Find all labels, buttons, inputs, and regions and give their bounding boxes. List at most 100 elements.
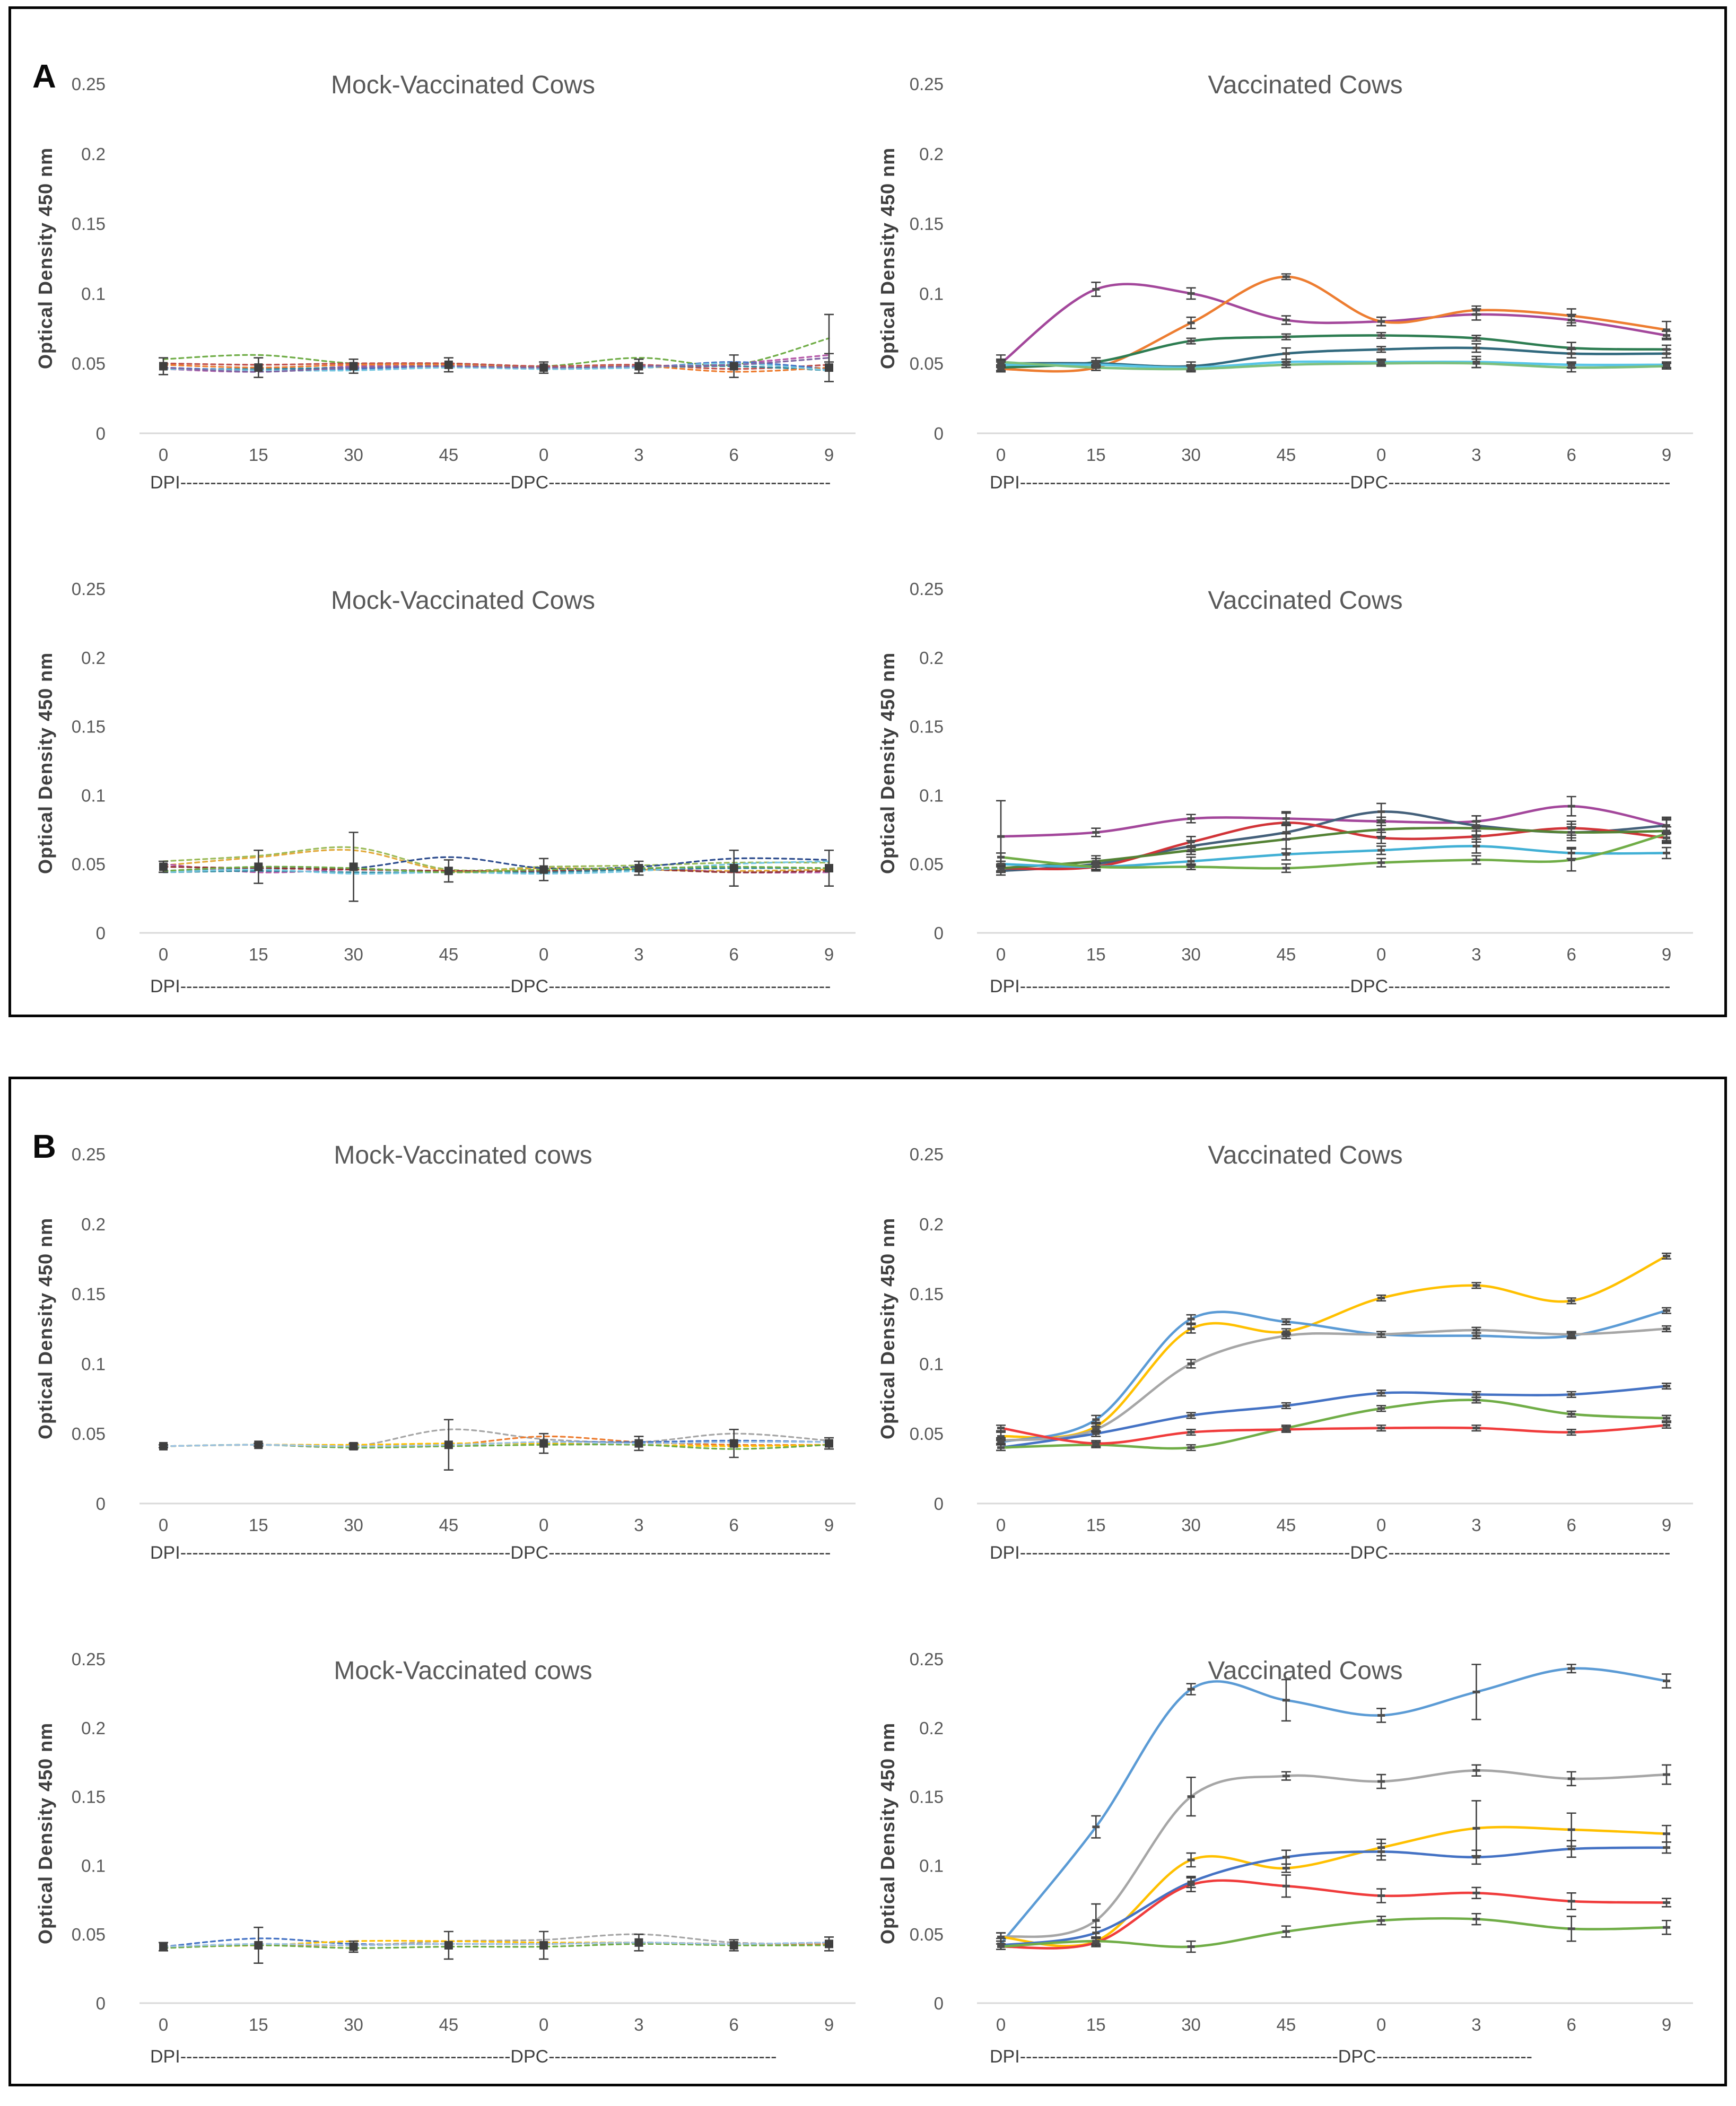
data-point-marker — [1472, 362, 1480, 365]
x-tick-label: 15 — [249, 445, 268, 465]
data-point-marker — [1567, 1667, 1575, 1670]
panel-a-label: A — [32, 58, 56, 95]
data-point-marker — [1377, 361, 1385, 364]
series-line-sky — [162, 860, 830, 875]
x-tick-label: 15 — [1086, 445, 1106, 465]
x-tick-label: 15 — [249, 2015, 268, 2034]
data-point-marker — [539, 363, 548, 372]
chart-a4-title: Vaccinated Cows — [1208, 587, 1403, 615]
chart-b3-y-axis-label: Optical Density 450 nm — [34, 1722, 56, 1945]
y-tick-label: 0.05 — [72, 854, 106, 874]
data-point-marker — [1377, 320, 1385, 323]
chart-a3-y-axis-label: Optical Density 450 nm — [34, 652, 56, 875]
data-point-marker — [1282, 361, 1290, 364]
dash-run: ----------------------------------------… — [180, 1543, 511, 1563]
dpi-label: DPI — [990, 1543, 1020, 1563]
y-tick-label: 0.1 — [81, 284, 106, 303]
x-tick-label: 0 — [159, 2015, 168, 2034]
x-tick-label: 3 — [634, 1515, 643, 1535]
data-point-marker — [1472, 1334, 1480, 1338]
data-point-marker — [1282, 1428, 1290, 1431]
data-point-marker — [159, 362, 168, 371]
series-line-red — [999, 821, 1668, 871]
dpi-label: DPI — [150, 2047, 180, 2067]
data-point-marker — [1567, 1299, 1575, 1303]
dash-run: ----------------------------------------… — [548, 976, 831, 997]
data-point-marker — [1663, 352, 1670, 355]
data-point-marker — [1663, 1846, 1670, 1849]
data-point-marker — [1567, 1847, 1575, 1850]
chart-a4-plot: 0 0.05 0.1 0.15 0.2 0.25 0 15 30 45 0 3 6 9 — [910, 579, 1693, 964]
data-point-marker — [444, 867, 453, 876]
data-point-marker — [1567, 366, 1575, 369]
data-point-marker — [1377, 1846, 1385, 1849]
dash-run: ----------------------------------------… — [1388, 473, 1671, 493]
data-point-marker — [1567, 858, 1575, 861]
y-tick-label: 0 — [934, 424, 944, 443]
data-point-marker — [1092, 865, 1100, 868]
data-point-marker — [1472, 844, 1480, 847]
data-point-marker — [1187, 364, 1195, 368]
data-point-marker — [1092, 1425, 1100, 1428]
series-line-teal — [162, 867, 830, 873]
data-point-marker — [997, 363, 1005, 366]
data-point-marker — [1282, 1884, 1290, 1887]
data-point-marker — [1282, 1699, 1290, 1702]
data-point-marker — [1282, 335, 1290, 338]
data-point-marker — [1663, 363, 1670, 366]
y-tick-label: 0.2 — [919, 1214, 944, 1234]
data-point-marker — [997, 1439, 1005, 1442]
chart-b4-title: Vaccinated Cows — [1208, 1657, 1403, 1685]
x-tick-label: 0 — [539, 945, 548, 964]
chart-a2-x-axis-label: DPI-------------------------------------… — [990, 473, 1670, 493]
x-tick-label: 15 — [1086, 945, 1106, 964]
y-tick-label: 0.05 — [910, 854, 944, 874]
x-tick-label: 3 — [634, 2015, 643, 2034]
data-point-marker — [1377, 861, 1385, 864]
y-tick-label: 0.05 — [72, 1424, 106, 1444]
data-point-marker — [1282, 837, 1290, 841]
x-tick-label: 15 — [249, 1515, 268, 1535]
data-point-marker — [1663, 1327, 1670, 1330]
x-tick-label: 6 — [729, 445, 739, 465]
y-tick-label: 0.2 — [81, 144, 106, 164]
data-point-marker — [1187, 1327, 1195, 1330]
dpi-label: DPI — [150, 976, 180, 997]
x-tick-label: 9 — [824, 1515, 834, 1535]
data-point-marker — [1472, 820, 1480, 823]
series-line-red — [999, 1879, 1668, 1950]
dash-run: ----------------------------------------… — [1388, 976, 1671, 997]
series-line-slate-teal — [999, 346, 1668, 368]
data-point-marker — [1472, 1690, 1480, 1693]
y-tick-label: 0.15 — [72, 1284, 106, 1304]
x-tick-label: 30 — [1181, 1515, 1201, 1535]
data-point-marker — [1663, 1309, 1670, 1312]
data-point-marker — [1663, 851, 1670, 854]
series-line-dark-green — [999, 826, 1668, 870]
data-point-marker — [1377, 820, 1385, 823]
data-point-marker — [1092, 361, 1100, 364]
data-point-marker — [1187, 1431, 1195, 1434]
data-point-marker — [1282, 1930, 1290, 1933]
data-point-marker — [1187, 844, 1195, 847]
x-tick-label: 0 — [539, 1515, 548, 1535]
chart-a1-y-axis-label: Optical Density 450 nm — [34, 147, 56, 370]
y-tick-label: 0.1 — [919, 785, 944, 805]
data-point-marker — [1092, 363, 1100, 366]
chart-b4-x-axis-label: DPI-------------------------------------… — [990, 2047, 1532, 2067]
data-point-marker — [997, 835, 1005, 838]
data-point-marker — [1663, 1773, 1670, 1776]
data-point-marker — [1282, 363, 1290, 366]
data-point-marker — [1092, 366, 1100, 369]
data-point-marker — [1282, 831, 1290, 834]
y-tick-label: 0.25 — [72, 1144, 106, 1164]
series-line-green — [162, 866, 830, 873]
data-point-marker — [1663, 829, 1670, 833]
series-line-gold — [999, 1255, 1668, 1439]
x-tick-label: 0 — [996, 1515, 1006, 1535]
x-tick-label: 9 — [824, 945, 834, 964]
chart-b2-x-axis-label: DPI-------------------------------------… — [990, 1543, 1670, 1563]
data-point-marker — [1377, 1919, 1385, 1922]
data-point-marker — [1472, 858, 1480, 861]
